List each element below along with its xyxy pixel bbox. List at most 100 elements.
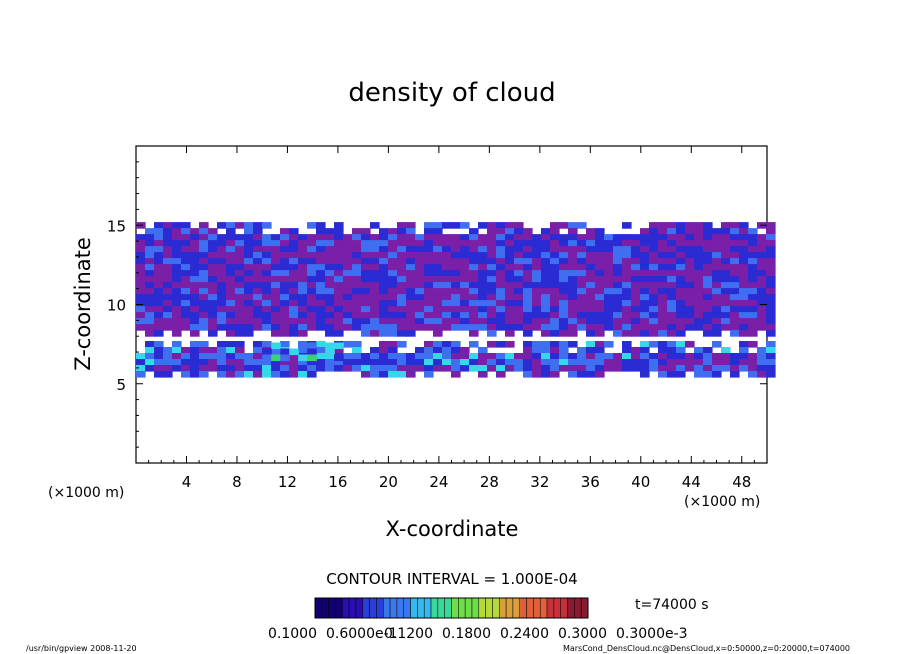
cloud-cell: [649, 246, 659, 253]
cloud-cell: [433, 353, 443, 360]
cloud-cell: [712, 353, 722, 360]
cloud-cell: [667, 228, 677, 235]
colorbar-label: 0.1800: [442, 626, 491, 642]
cloud-cell: [379, 306, 389, 313]
cloud-cell: [514, 228, 524, 235]
cloud-cell: [559, 330, 569, 337]
cloud-cell: [487, 353, 497, 360]
cloud-cell: [514, 306, 524, 313]
cloud-cell: [658, 312, 668, 319]
cloud-cell: [397, 324, 407, 331]
cloud-cell: [199, 258, 209, 265]
cloud-cell: [226, 276, 236, 283]
cloud-cell: [379, 264, 389, 271]
cloud-cell: [397, 228, 407, 235]
cloud-cell: [568, 330, 578, 337]
cloud-cell: [424, 300, 434, 307]
cloud-cell: [334, 234, 344, 241]
cloud-cell: [208, 294, 218, 301]
cloud-cell: [712, 276, 722, 283]
cloud-cell: [559, 246, 569, 253]
cloud-cell: [721, 300, 731, 307]
cloud-cell: [739, 258, 749, 265]
cloud-cell: [532, 300, 542, 307]
cloud-cell: [226, 306, 236, 313]
cloud-cell: [415, 312, 425, 319]
cloud-cell: [370, 365, 380, 372]
cloud-cell: [370, 371, 380, 378]
cloud-cell: [280, 294, 290, 301]
cloud-cell: [532, 306, 542, 313]
cloud-cell: [658, 264, 668, 271]
cloud-cell: [298, 246, 308, 253]
cloud-cell: [298, 347, 308, 354]
cloud-cell: [604, 341, 614, 348]
cloud-cell: [658, 276, 668, 283]
cloud-cell: [379, 312, 389, 319]
cloud-cell: [262, 324, 272, 331]
cloud-cell: [685, 282, 695, 289]
cloud-cell: [289, 264, 299, 271]
cloud-cell: [388, 300, 398, 307]
cloud-cell: [568, 222, 578, 229]
cloud-cell: [316, 258, 326, 265]
cloud-cell: [523, 276, 533, 283]
cloud-cell: [559, 282, 569, 289]
cloud-cell: [226, 324, 236, 331]
cloud-cell: [586, 300, 596, 307]
cloud-cell: [154, 318, 164, 325]
cloud-cell: [298, 300, 308, 307]
cloud-cell: [271, 354, 281, 362]
cloud-cell: [694, 222, 704, 229]
cloud-cell: [451, 288, 461, 295]
cloud-cell: [541, 234, 551, 241]
cloud-cell: [514, 234, 524, 241]
cloud-cell: [586, 318, 596, 325]
cloud-cell: [685, 300, 695, 307]
colorbar-cell: [526, 597, 534, 619]
cloud-cell: [739, 222, 749, 229]
cloud-cell: [325, 306, 335, 313]
cloud-cell: [235, 222, 245, 229]
cloud-cell: [568, 312, 578, 319]
cloud-cell: [370, 222, 380, 229]
cloud-cell: [145, 312, 155, 319]
cloud-cell: [685, 234, 695, 241]
cloud-cell: [208, 324, 218, 331]
cloud-cell: [352, 258, 362, 265]
cloud-cell: [361, 252, 371, 259]
cloud-cell: [586, 341, 596, 348]
cloud-cell: [217, 359, 227, 366]
cloud-cell: [433, 294, 443, 301]
cloud-cell: [388, 312, 398, 319]
cloud-cell: [298, 330, 308, 337]
cloud-cell: [631, 347, 641, 354]
cloud-cell: [199, 318, 209, 325]
cloud-cell: [226, 347, 236, 354]
cloud-cell: [307, 300, 317, 307]
cloud-cell: [613, 288, 623, 295]
cloud-cell: [568, 353, 578, 360]
cloud-cell: [721, 312, 731, 319]
cloud-cell: [622, 276, 632, 283]
cloud-cell: [172, 252, 182, 259]
colorbar-cell: [430, 597, 439, 619]
cloud-cell: [577, 282, 587, 289]
cloud-cell: [307, 294, 317, 301]
cloud-cell: [487, 228, 497, 235]
cloud-cell: [415, 306, 425, 313]
cloud-cell: [298, 264, 308, 271]
cloud-cell: [505, 234, 515, 241]
cloud-cell: [451, 300, 461, 307]
cloud-cell: [433, 347, 443, 354]
cloud-cell: [208, 347, 218, 354]
y-tick-label: 15: [107, 217, 126, 235]
cloud-cell: [316, 353, 326, 360]
cloud-cell: [748, 240, 758, 247]
cloud-cell: [298, 294, 308, 301]
cloud-cell: [289, 270, 299, 277]
colorbar-label: 0.1200: [384, 626, 433, 642]
cloud-cell: [550, 234, 560, 241]
cloud-cell: [406, 246, 416, 253]
cloud-cell: [289, 288, 299, 295]
